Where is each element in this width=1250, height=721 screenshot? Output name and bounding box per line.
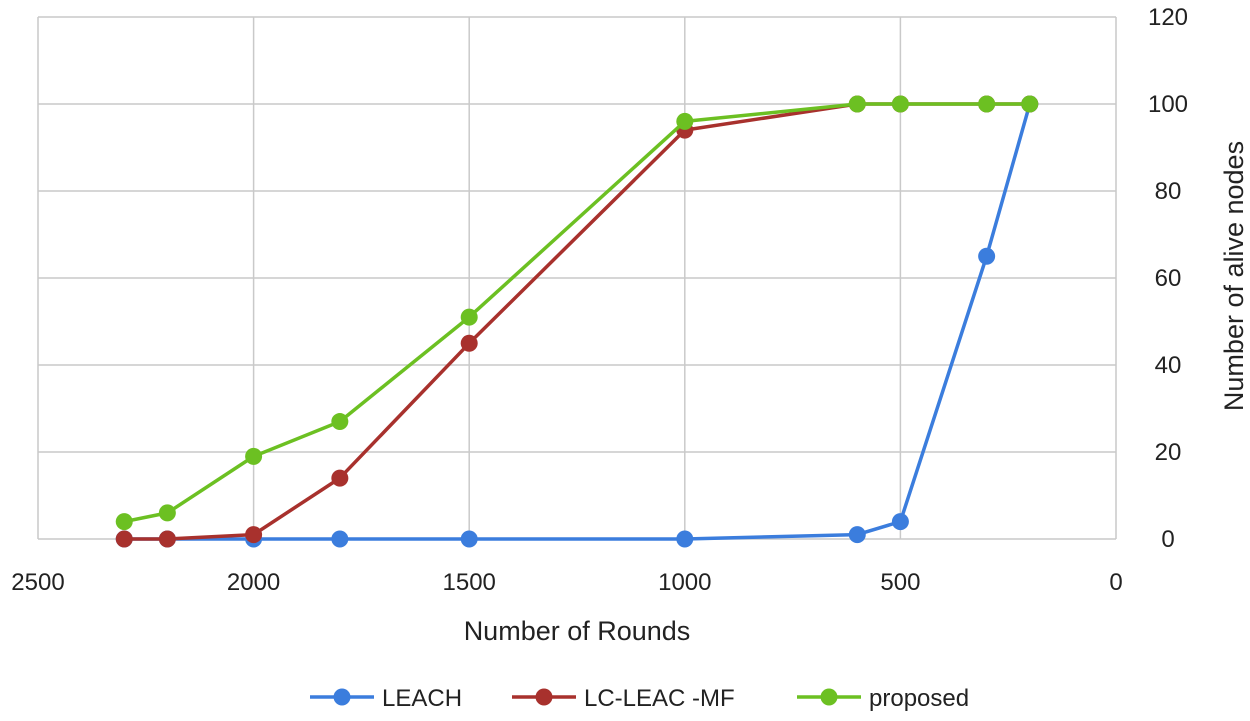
y-axis-ticks: 0 20 40 60 80 100 120 (1148, 4, 1188, 553)
y-tick-label: 80 (1155, 178, 1182, 205)
series-proposed (115, 95, 1039, 531)
data-point (891, 513, 909, 531)
series-line (124, 103, 1032, 541)
y-tick-label: 0 (1161, 526, 1174, 553)
legend-swatch-marker (535, 688, 553, 706)
x-tick-label: 0 (1109, 569, 1122, 596)
data-point (1021, 95, 1039, 113)
data-point (460, 308, 478, 326)
data-point (848, 95, 866, 113)
y-axis-title: Number of alive nodes (1219, 141, 1249, 411)
data-point (158, 530, 176, 548)
x-tick-label: 2500 (11, 569, 64, 596)
data-point (245, 526, 263, 544)
data-point (848, 526, 866, 544)
data-point (115, 513, 133, 531)
x-tick-label: 1000 (658, 569, 711, 596)
data-point (331, 530, 349, 548)
data-point (331, 469, 349, 487)
data-point (676, 530, 694, 548)
y-tick-label: 60 (1155, 265, 1182, 292)
x-axis-ticks: 2500 2000 1500 1000 500 0 (11, 569, 1122, 596)
legend-swatch-marker (820, 688, 838, 706)
data-point (245, 447, 263, 465)
y-tick-label: 100 (1148, 91, 1188, 118)
series-line (123, 102, 1030, 524)
data-point (891, 95, 909, 113)
data-point (978, 95, 996, 113)
series-layer (115, 95, 1039, 548)
y-tick-label: 40 (1155, 352, 1182, 379)
data-point (676, 112, 694, 130)
legend-item: LC-LEAC -MF (512, 685, 735, 712)
data-point (115, 530, 133, 548)
series-line (124, 102, 1030, 541)
x-tick-label: 500 (880, 569, 920, 596)
legend-label: LEACH (382, 685, 462, 712)
legend-swatch-marker (333, 688, 351, 706)
data-point (460, 530, 478, 548)
legend-label: LC-LEAC -MF (584, 685, 735, 712)
legend-item: proposed (797, 685, 969, 712)
x-tick-label: 1500 (443, 569, 496, 596)
data-point (978, 247, 996, 265)
legend: LEACH LC-LEAC -MF proposed (310, 685, 969, 712)
data-point (331, 413, 349, 431)
x-tick-label: 2000 (227, 569, 280, 596)
grid (37, 16, 1117, 540)
data-point (158, 504, 176, 522)
legend-item: LEACH (310, 685, 462, 712)
x-axis-title: Number of Rounds (464, 616, 691, 646)
legend-label: proposed (869, 685, 969, 712)
y-tick-label: 20 (1155, 439, 1182, 466)
data-point (460, 334, 478, 352)
y-tick-label: 120 (1148, 4, 1188, 31)
